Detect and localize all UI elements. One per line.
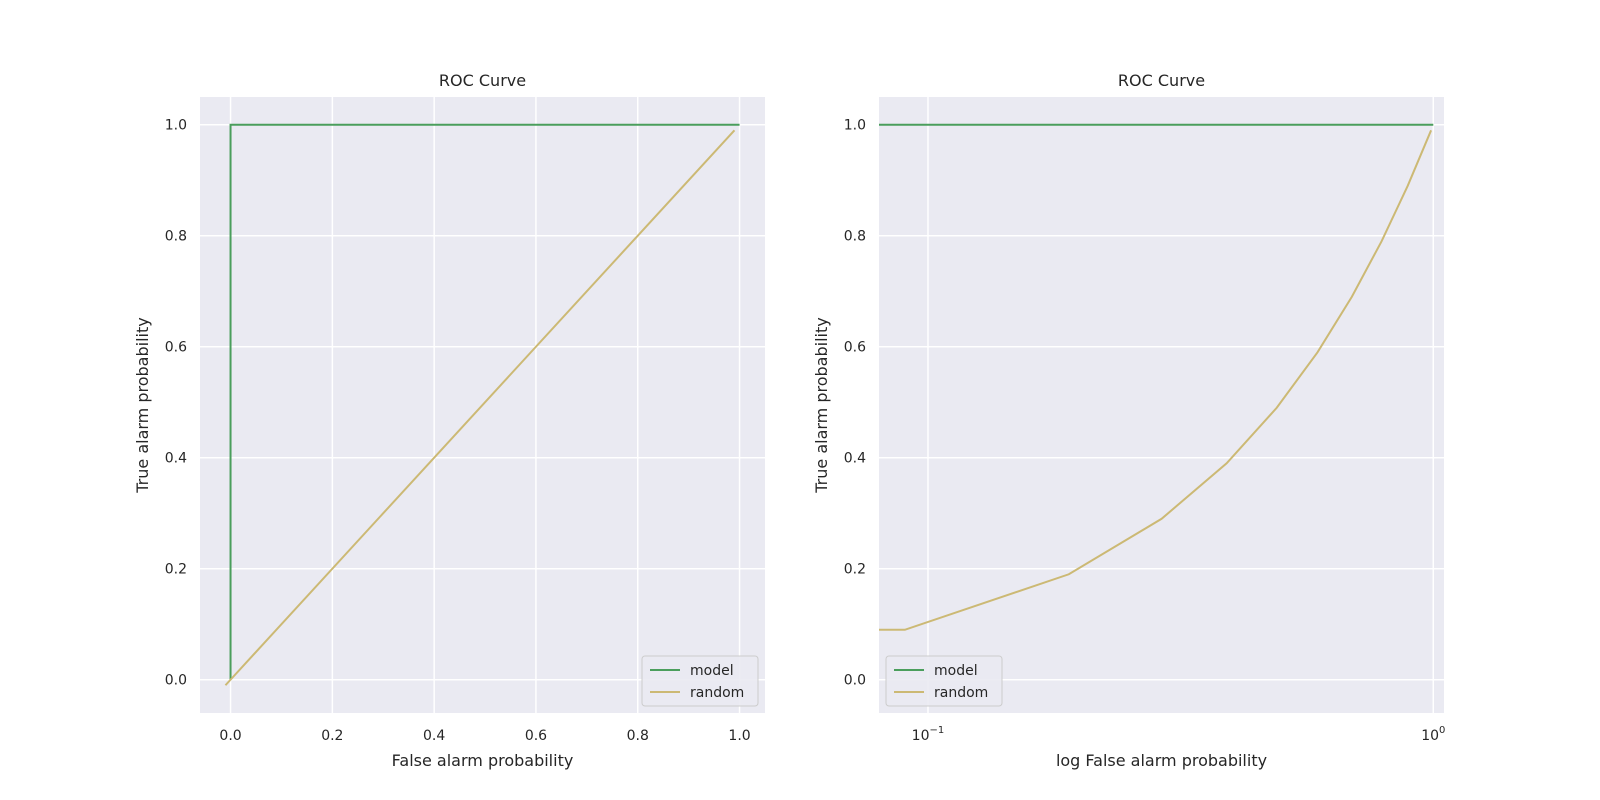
- chart-panel-1: 0.0 0.2 0.4 0.6 0.8 1.0 0.0 0.2 0.4 0.6 0.8 1.0 ROC …: [133, 71, 765, 770]
- plot-area: [879, 97, 1444, 713]
- x-axis-label: log False alarm probability: [1056, 751, 1267, 770]
- x-tick-label: 0.8: [627, 728, 649, 744]
- x-tick-label: 100: [1421, 725, 1445, 744]
- series-line-random: [879, 129, 1433, 631]
- y-axis-label: True alarm probability: [133, 317, 152, 493]
- legend: model random: [885, 655, 1003, 707]
- y-tick-label: 0.0: [165, 673, 187, 689]
- legend-label-model: model: [934, 663, 978, 679]
- series-line-model: [229, 123, 740, 680]
- x-tick-label: 0.2: [321, 728, 343, 744]
- legend-box: [641, 655, 759, 707]
- legend: model random: [641, 655, 759, 707]
- y-tick-label: 0.4: [844, 451, 866, 467]
- y-tick-label: 0.8: [844, 229, 866, 245]
- y-axis-label: True alarm probability: [812, 317, 831, 493]
- chart-title: ROC Curve: [439, 71, 526, 90]
- y-tick-label: 0.2: [165, 562, 187, 578]
- y-tick-label: 1.0: [844, 118, 866, 134]
- x-tick-label: 0.6: [525, 728, 547, 744]
- y-tick-label: 0.4: [165, 451, 187, 467]
- x-tick-label: 0.0: [219, 728, 241, 744]
- legend-label-random: random: [934, 685, 988, 701]
- legend-box: [885, 655, 1003, 707]
- x-axis-label: False alarm probability: [392, 751, 574, 770]
- y-tick-label: 0.6: [844, 340, 866, 356]
- y-tick-label: 1.0: [165, 118, 187, 134]
- legend-label-model: model: [690, 663, 734, 679]
- y-tick-label: 0.8: [165, 229, 187, 245]
- series-line-random: [224, 129, 736, 686]
- legend-label-random: random: [690, 685, 744, 701]
- x-tick-label: 0.4: [423, 728, 445, 744]
- y-tick-label: 0.0: [844, 673, 866, 689]
- x-tick-label: 10−1: [912, 725, 945, 744]
- chart-panel-2: 10−1 100 0.0 0.2 0.4 0.6 0.8 1.0 ROC Curve log Fa…: [812, 71, 1445, 770]
- x-tick-label: 1.0: [728, 728, 750, 744]
- y-tick-label: 0.2: [844, 562, 866, 578]
- chart-title: ROC Curve: [1118, 71, 1205, 90]
- y-tick-label: 0.6: [165, 340, 187, 356]
